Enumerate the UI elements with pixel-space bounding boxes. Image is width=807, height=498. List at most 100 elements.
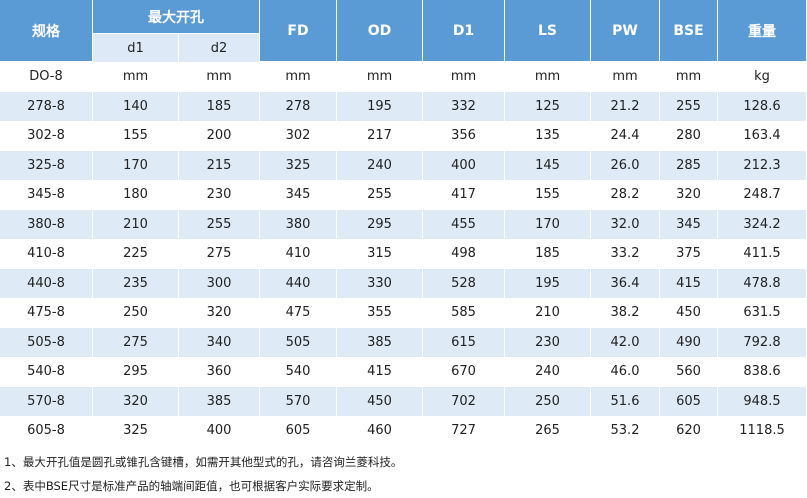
table-cell: 217 <box>337 121 423 151</box>
table-cell: 400 <box>423 150 505 180</box>
table-cell: 460 <box>337 416 423 446</box>
header-sub: d1 <box>93 34 179 62</box>
header-cell: LS <box>505 0 591 62</box>
table-cell: 570-8 <box>0 386 93 416</box>
table-cell: 170 <box>505 209 591 239</box>
table-cell: 215 <box>179 150 260 180</box>
table-cell: 38.2 <box>591 298 660 328</box>
header-sub: d2 <box>179 34 260 62</box>
table-cell: 163.4 <box>718 121 807 151</box>
table-cell: 128.6 <box>718 91 807 121</box>
table-cell: 325-8 <box>0 150 93 180</box>
table-cell: 53.2 <box>591 416 660 446</box>
table-cell: 180 <box>93 180 179 210</box>
table-cell: 415 <box>660 268 718 298</box>
table-cell: 948.5 <box>718 386 807 416</box>
table-cell: 278 <box>260 91 337 121</box>
table-cell: 255 <box>660 91 718 121</box>
unit-cell: mm <box>591 62 660 92</box>
table-cell: 21.2 <box>591 91 660 121</box>
table-cell: 28.2 <box>591 180 660 210</box>
table-cell: 210 <box>93 209 179 239</box>
table-cell: 605-8 <box>0 416 93 446</box>
table-cell: 324.2 <box>718 209 807 239</box>
table-cell: 356 <box>423 121 505 151</box>
table-cell: 415 <box>337 357 423 387</box>
table-cell: 605 <box>260 416 337 446</box>
table-cell: 300 <box>179 268 260 298</box>
table-cell: 315 <box>337 239 423 269</box>
table-cell: 46.0 <box>591 357 660 387</box>
table-cell: 255 <box>179 209 260 239</box>
header-cell: BSE <box>660 0 718 62</box>
table-cell: 278-8 <box>0 91 93 121</box>
table-cell: 145 <box>505 150 591 180</box>
table-cell: 360 <box>179 357 260 387</box>
table-cell: 605 <box>660 386 718 416</box>
table-cell: 505 <box>260 327 337 357</box>
table-cell: 355 <box>337 298 423 328</box>
table-cell: 411.5 <box>718 239 807 269</box>
table-cell: 250 <box>505 386 591 416</box>
table-cell: 631.5 <box>718 298 807 328</box>
table-cell: 135 <box>505 121 591 151</box>
table-cell: 275 <box>93 327 179 357</box>
table-cell: 225 <box>93 239 179 269</box>
table-cell: 380 <box>260 209 337 239</box>
table-cell: 212.3 <box>718 150 807 180</box>
table-cell: 380-8 <box>0 209 93 239</box>
header-group: 最大开孔 <box>93 0 260 34</box>
unit-cell: DO-8 <box>0 62 93 92</box>
table-cell: 125 <box>505 91 591 121</box>
table-cell: 210 <box>505 298 591 328</box>
table-cell: 528 <box>423 268 505 298</box>
table-cell: 615 <box>423 327 505 357</box>
unit-cell: mm <box>179 62 260 92</box>
table-cell: 42.0 <box>591 327 660 357</box>
table-cell: 838.6 <box>718 357 807 387</box>
table-cell: 155 <box>505 180 591 210</box>
table-cell: 51.6 <box>591 386 660 416</box>
table-cell: 250 <box>93 298 179 328</box>
table-cell: 32.0 <box>591 209 660 239</box>
table-cell: 475 <box>260 298 337 328</box>
table-cell: 440-8 <box>0 268 93 298</box>
unit-cell: mm <box>423 62 505 92</box>
table-cell: 498 <box>423 239 505 269</box>
table-cell: 195 <box>505 268 591 298</box>
table-cell: 295 <box>93 357 179 387</box>
unit-cell: mm <box>337 62 423 92</box>
table-cell: 248.7 <box>718 180 807 210</box>
table-cell: 417 <box>423 180 505 210</box>
table-cell: 24.4 <box>591 121 660 151</box>
unit-cell: mm <box>660 62 718 92</box>
table-cell: 235 <box>93 268 179 298</box>
table-cell: 345 <box>260 180 337 210</box>
note: 2、表中BSE尺寸是标准产品的轴端间距值，也可根据客户实际要求定制。 <box>4 479 379 493</box>
table-cell: 195 <box>337 91 423 121</box>
table-cell: 585 <box>423 298 505 328</box>
table-cell: 140 <box>93 91 179 121</box>
table-cell: 302-8 <box>0 121 93 151</box>
table-cell: 320 <box>660 180 718 210</box>
table-cell: 320 <box>93 386 179 416</box>
table-cell: 170 <box>93 150 179 180</box>
unit-cell: mm <box>505 62 591 92</box>
table-cell: 185 <box>505 239 591 269</box>
table-cell: 450 <box>337 386 423 416</box>
table-cell: 540-8 <box>0 357 93 387</box>
table-cell: 325 <box>93 416 179 446</box>
table-cell: 620 <box>660 416 718 446</box>
table-cell: 570 <box>260 386 337 416</box>
table-cell: 33.2 <box>591 239 660 269</box>
table-cell: 295 <box>337 209 423 239</box>
table-cell: 727 <box>423 416 505 446</box>
table-cell: 345 <box>660 209 718 239</box>
header-cell: 规格 <box>0 0 93 62</box>
table-cell: 505-8 <box>0 327 93 357</box>
table-cell: 332 <box>423 91 505 121</box>
table-cell: 375 <box>660 239 718 269</box>
table-cell: 36.4 <box>591 268 660 298</box>
header-cell: FD <box>260 0 337 62</box>
